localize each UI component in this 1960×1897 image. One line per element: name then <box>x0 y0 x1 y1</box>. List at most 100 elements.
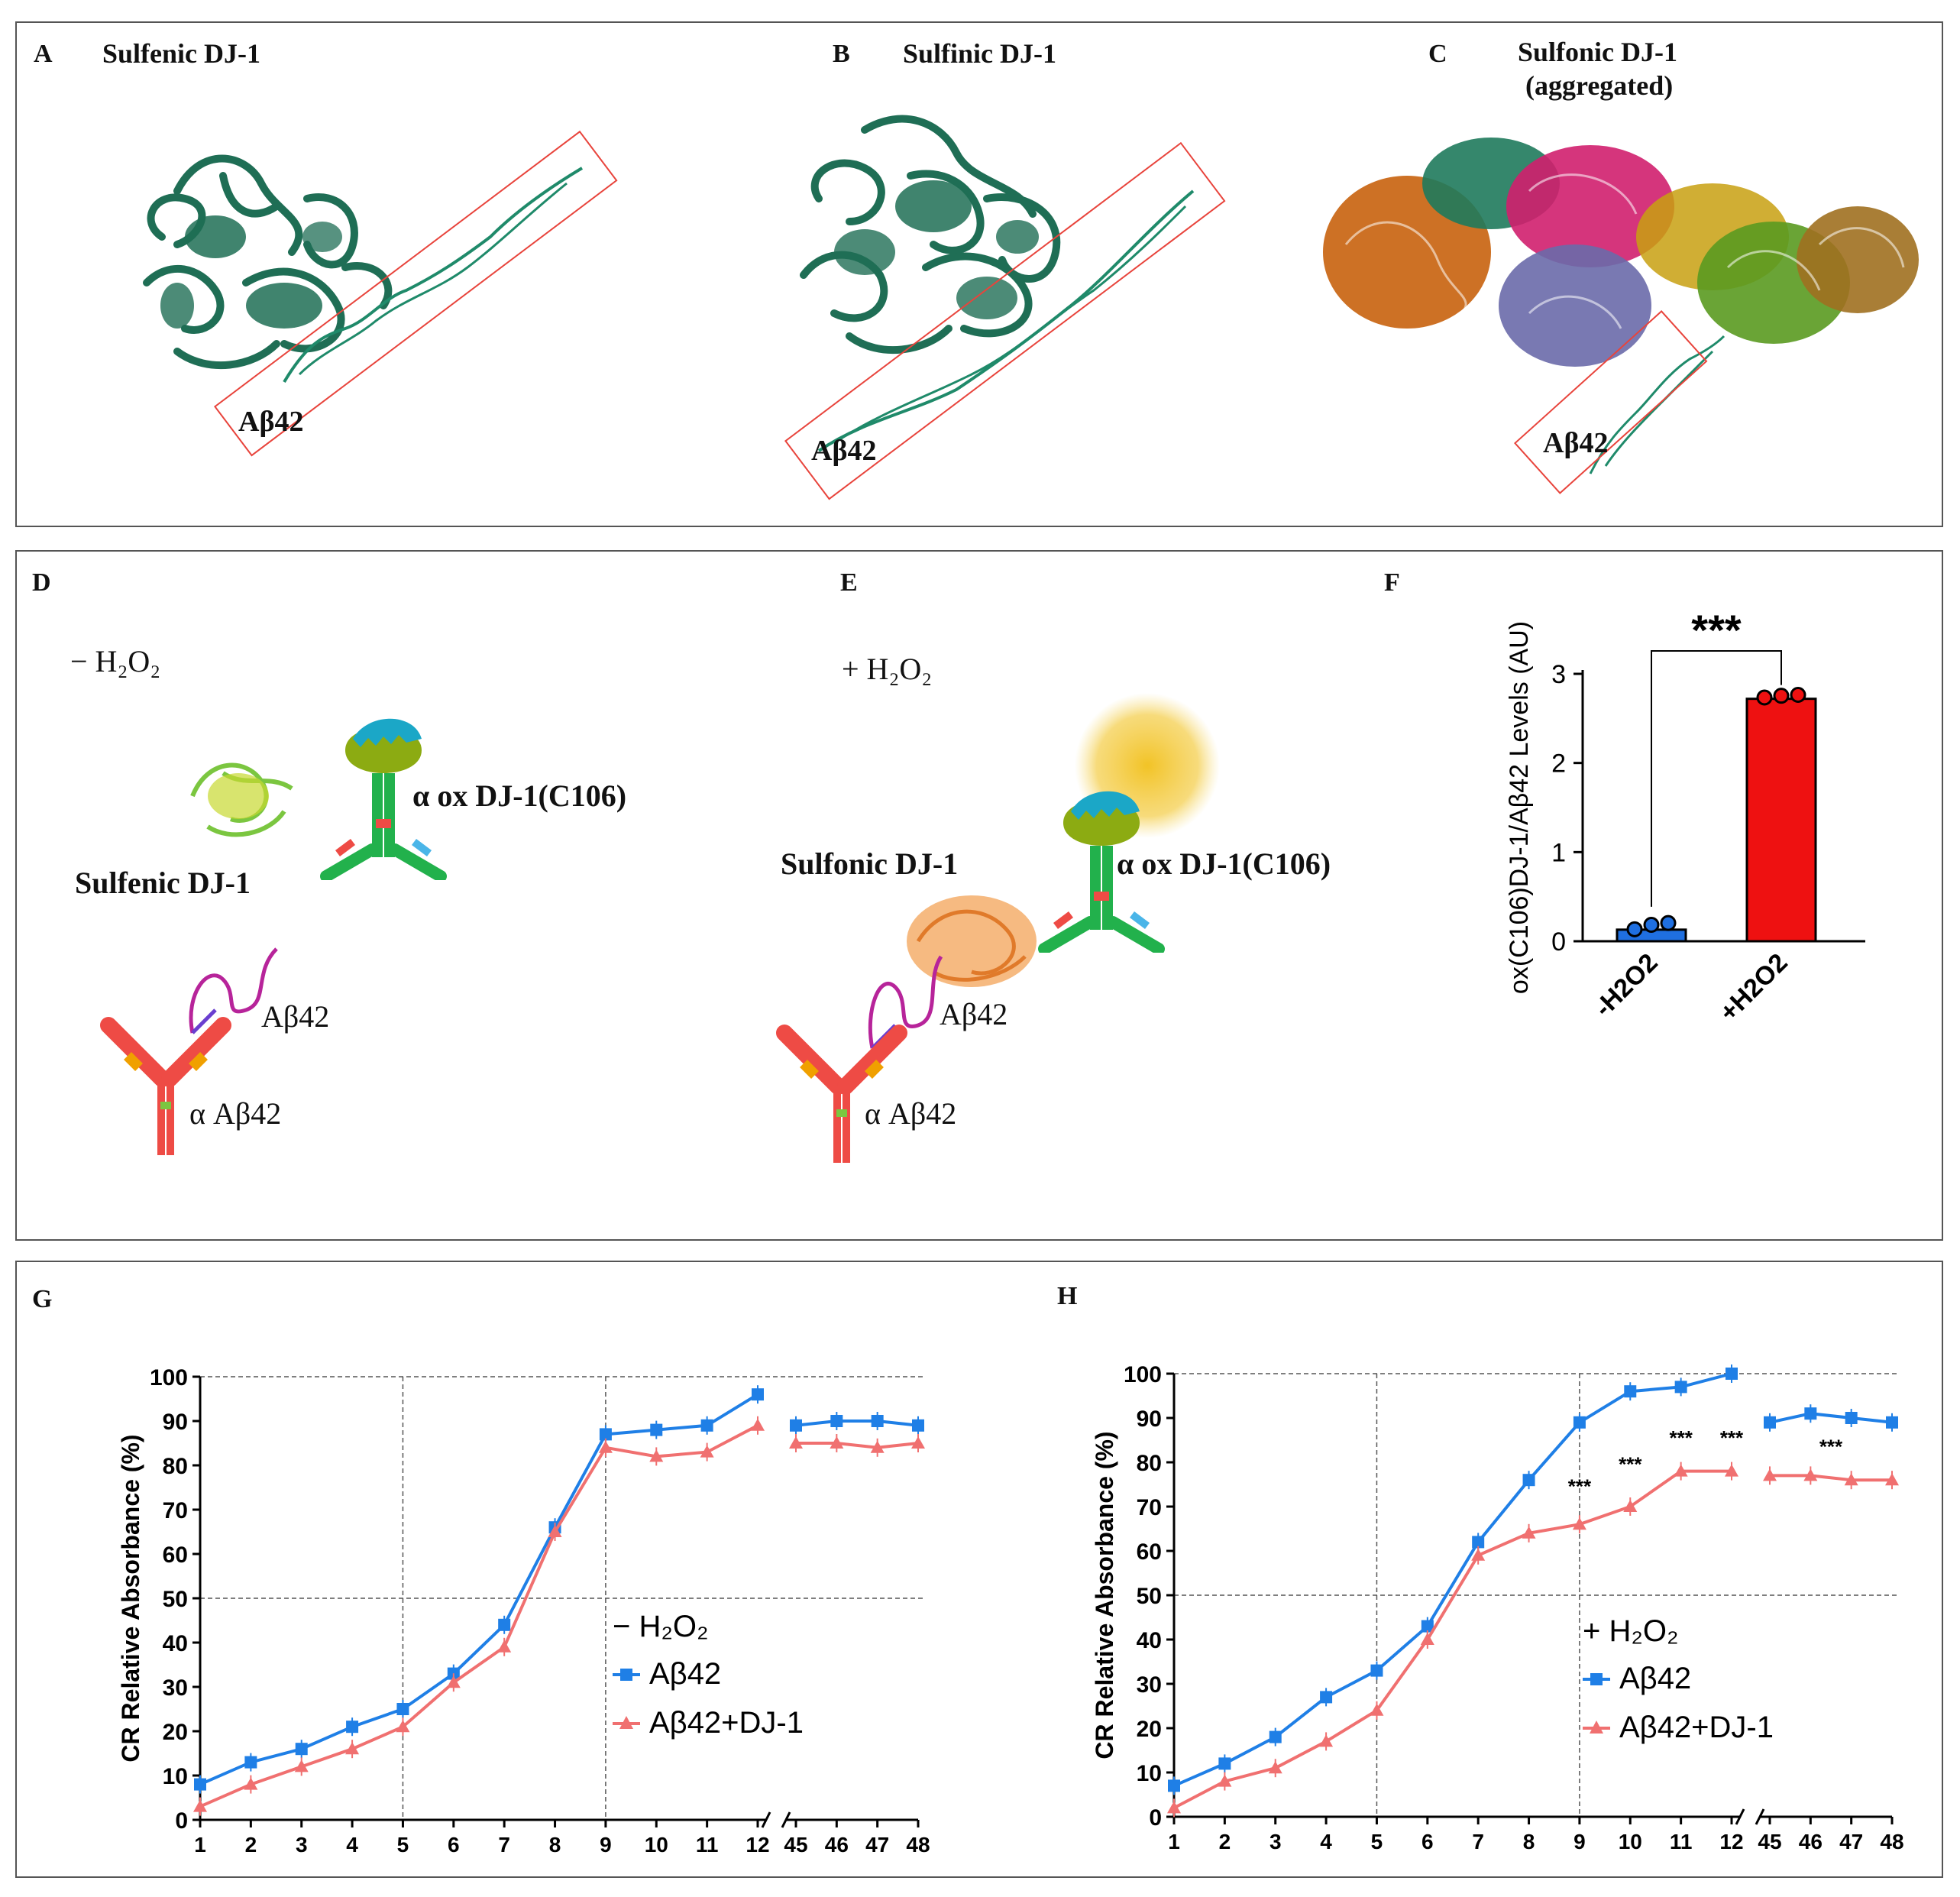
panel-b-title: Sulfinic DJ-1 <box>903 38 1057 69</box>
ab42-antibody-icon-d <box>100 1017 231 1155</box>
ab42-peptide-icon-d <box>189 947 278 1034</box>
y-tick-label: 60 <box>1137 1539 1162 1565</box>
significance-label: *** <box>1669 1426 1693 1449</box>
ab42-label-e: Aβ42 <box>940 997 1008 1031</box>
data-point <box>790 1419 802 1432</box>
data-point <box>1370 1703 1384 1716</box>
panel-label-f: F <box>1384 568 1400 597</box>
y-tick-label: 0 <box>1551 927 1566 957</box>
data-point <box>1804 1407 1817 1420</box>
data-point <box>1624 1385 1637 1398</box>
ab42-label-a: Aβ42 <box>238 406 304 438</box>
sulfinic-dj1-structure <box>800 115 1061 354</box>
legend-marker <box>619 1716 633 1729</box>
x-tick-label: 4 <box>1320 1830 1332 1853</box>
legend-marker <box>620 1669 632 1681</box>
legend-marker <box>1590 1673 1603 1685</box>
legend-marker <box>1590 1721 1603 1734</box>
y-tick-label: 80 <box>1137 1451 1162 1476</box>
data-point <box>1726 1368 1738 1380</box>
series-line-1 <box>199 1424 758 1808</box>
data-point <box>830 1436 844 1449</box>
structures-panel: A Sulfenic DJ-1 Aβ42 B Sulfinic DJ-1 <box>15 21 1943 527</box>
x-tick-label: 2 <box>1219 1830 1231 1853</box>
condition-plus-h2o2: + H₂O₂ <box>842 652 933 686</box>
x-tick-label: 12 <box>1719 1830 1743 1853</box>
legend-label: Aβ42 <box>1619 1662 1691 1695</box>
bar-1 <box>1745 698 1817 943</box>
data-point <box>1573 1416 1586 1429</box>
data-point <box>446 1675 461 1688</box>
x-tick-label: 1 <box>194 1833 206 1857</box>
y-tick-label: 2 <box>1551 749 1566 779</box>
panel-label-a: A <box>34 40 53 68</box>
y-tick-label: 90 <box>163 1410 188 1435</box>
data-point <box>700 1419 713 1432</box>
y-tick-label: 90 <box>1137 1407 1162 1432</box>
data-point <box>830 1415 843 1427</box>
data-point <box>1643 917 1660 933</box>
x-tick-label: 12 <box>746 1833 769 1857</box>
x-tick-label: 3 <box>296 1833 308 1857</box>
x-tick-label: 48 <box>1880 1830 1903 1853</box>
data-point <box>1218 1774 1232 1787</box>
data-point <box>1522 1474 1535 1487</box>
y-tick-label: 100 <box>150 1365 188 1390</box>
bar-chart-f: 0 1 2 3 ox(C106)DJ-1/Aβ42 Levels (AU) -H2O2 +H… <box>1505 606 1865 1025</box>
y-axis-label: ox(C106)DJ-1/Aβ42 Levels (AU) <box>1505 621 1534 994</box>
data-point <box>1320 1691 1333 1704</box>
data-point <box>1421 1620 1434 1633</box>
y-tick-label: 70 <box>1137 1495 1162 1520</box>
significance-bracket <box>1651 650 1782 907</box>
series-line-1 <box>1173 1469 1732 1810</box>
data-point <box>1845 1412 1858 1424</box>
x-tick-label: 2 <box>245 1833 257 1857</box>
x-tick-label: 5 <box>397 1833 409 1857</box>
x-tick-label: 11 <box>696 1833 719 1857</box>
panel-label-g: G <box>32 1285 53 1313</box>
panel-label-c: C <box>1428 40 1447 68</box>
data-point <box>548 1525 562 1537</box>
x-tick-label: 46 <box>825 1833 849 1857</box>
data-point <box>1472 1536 1485 1549</box>
y-tick-label: 0 <box>1149 1805 1162 1831</box>
data-point <box>1471 1548 1486 1561</box>
y-tick-label: 100 <box>1124 1362 1162 1387</box>
x-tick-label: 4 <box>346 1833 358 1857</box>
x-tick-label: 47 <box>1839 1830 1863 1853</box>
x-tick-label: 7 <box>1472 1830 1484 1853</box>
x-tick-label: 9 <box>600 1833 612 1857</box>
data-point <box>294 1759 309 1772</box>
panel-label-h: H <box>1057 1282 1078 1310</box>
kinetics-panel: G H 0 10 20 30 40 50 60 70 80 90 100 1 2 3 4 5 6 7 8 9 10 11 1… <box>15 1261 1943 1878</box>
y-tick-label: 70 <box>163 1498 188 1523</box>
data-point <box>1626 921 1643 937</box>
significance-label: *** <box>1619 1453 1642 1476</box>
x-tick-label: 7 <box>498 1833 510 1857</box>
legend-title: − H₂O₂ <box>613 1610 709 1643</box>
significance-label: *** <box>1568 1475 1592 1498</box>
ab42-label-c: Aβ42 <box>1543 427 1609 459</box>
data-point <box>911 1436 925 1449</box>
data-point <box>1168 1779 1180 1792</box>
x-tick-label: 10 <box>645 1833 668 1857</box>
y-tick-label: 50 <box>163 1587 188 1612</box>
panel-c-title-line1: Sulfonic DJ-1 <box>1518 37 1678 67</box>
y-tick-label: 30 <box>1137 1672 1162 1698</box>
ab42-peptide-b <box>817 189 1195 452</box>
y-tick-label: 20 <box>1137 1717 1162 1742</box>
ab42-antibody-label-d: α Aβ42 <box>189 1096 282 1131</box>
data-point <box>1218 1757 1231 1770</box>
data-point <box>912 1419 924 1432</box>
data-point <box>396 1703 409 1715</box>
data-point <box>789 1436 803 1449</box>
legend-title: + H₂O₂ <box>1583 1614 1679 1648</box>
data-point <box>1756 689 1773 706</box>
y-tick-label: 10 <box>163 1764 188 1789</box>
y-tick-label: 30 <box>163 1675 188 1701</box>
data-point <box>1572 1517 1586 1530</box>
x-axis-label: Hours <box>1496 1870 1570 1873</box>
legend-label: Aβ42 <box>649 1657 721 1691</box>
y-tick-label: 40 <box>163 1631 188 1656</box>
